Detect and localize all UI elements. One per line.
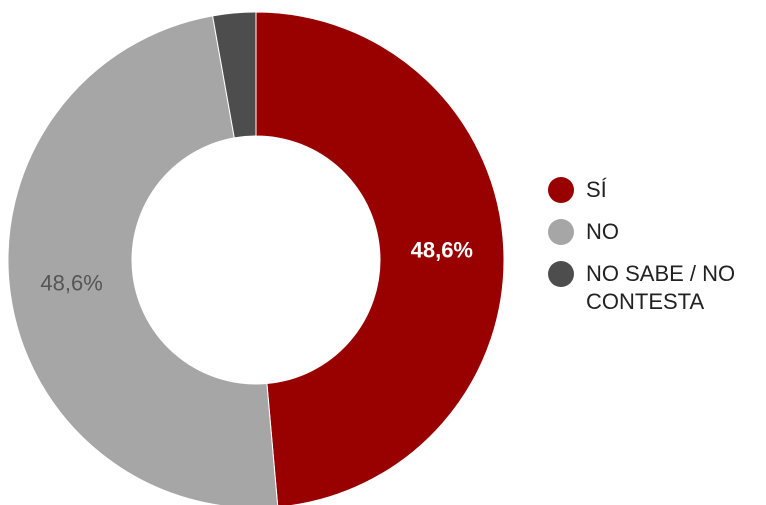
legend: SÍ NO NO SABE / NO CONTESTA bbox=[548, 176, 756, 330]
data-label-si: 48,6% bbox=[411, 238, 473, 263]
data-label-no: 48,6% bbox=[40, 270, 102, 295]
slice-no bbox=[7, 15, 279, 505]
legend-item-no-sabe-no-contesta: NO SABE / NO CONTESTA bbox=[548, 260, 756, 316]
legend-swatch-no bbox=[548, 219, 574, 245]
legend-label-si: SÍ bbox=[586, 177, 607, 202]
legend-label-no: NO bbox=[586, 219, 619, 244]
legend-item-si: SÍ bbox=[548, 176, 756, 204]
legend-item-no: NO bbox=[548, 218, 756, 246]
legend-swatch-no-sabe-no-contesta bbox=[548, 261, 574, 287]
slice-si bbox=[255, 11, 505, 505]
legend-label-no-sabe-no-contesta: NO SABE / NO CONTESTA bbox=[586, 261, 736, 314]
legend-swatch-si bbox=[548, 177, 574, 203]
slice-no-sabe-no-contesta bbox=[212, 11, 257, 139]
